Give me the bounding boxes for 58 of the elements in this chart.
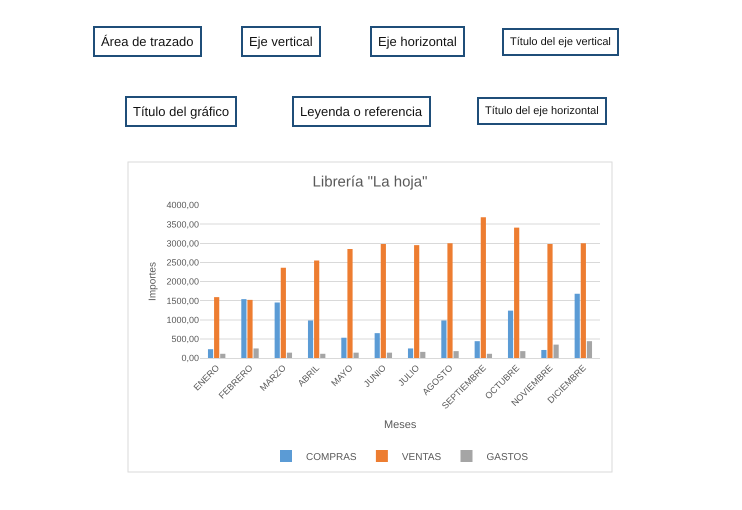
legend-label: GASTOS [486,452,528,463]
bar [341,338,346,358]
bar [420,352,426,358]
bar [514,228,520,358]
x-axis-title: Meses [384,419,417,431]
bar [374,333,380,358]
bar [580,243,586,358]
bar [220,354,226,358]
bar [480,217,486,358]
y-tick-label: 1500,00 [166,296,199,306]
bar [286,352,292,358]
text: Eje horizontal [378,34,457,49]
bar [554,344,559,358]
legend-label: VENTAS [402,452,442,463]
bar [447,243,453,358]
text: Leyenda o referencia [300,104,423,119]
bar [320,354,326,358]
text: Área de trazado [101,34,194,49]
bar [314,260,320,358]
bar [247,300,253,358]
bar [347,248,353,358]
y-axis-title: Importes [147,262,158,301]
bar [574,294,580,358]
bar [454,351,459,358]
y-tick-label: 1000,00 [166,314,199,325]
bar [586,341,592,358]
y-tick-label: 2000,00 [166,276,199,287]
bar [354,352,359,358]
chart-title: Librería "La hoja" [312,173,428,190]
bar [386,352,392,358]
bar [486,354,492,358]
legend-label: COMPRAS [306,452,357,463]
bar [414,245,420,358]
bar [547,244,553,358]
bar [208,349,214,358]
bar [520,351,526,358]
y-tick-label: 2500,00 [166,258,199,268]
y-tick-label: 0,00 [181,353,199,364]
bar [214,297,220,358]
bar [308,320,314,358]
text: Eje vertical [249,34,313,49]
bar [541,350,546,358]
text: Título del gráfico [133,104,230,119]
bar [508,310,514,358]
bar [408,348,414,358]
bar [241,299,246,358]
bar [441,320,446,358]
y-tick-label: 3000,00 [166,238,199,248]
bar [274,302,280,358]
bar [474,341,480,358]
y-tick-label: 500,00 [171,334,199,344]
text: Título del eje horizontal [485,105,599,117]
y-tick-label: 4000,00 [166,200,199,210]
bar [380,244,386,358]
y-tick-label: 3500,00 [166,219,199,230]
text: Título del eje vertical [510,36,611,48]
bar [254,348,259,358]
bar [280,268,286,358]
